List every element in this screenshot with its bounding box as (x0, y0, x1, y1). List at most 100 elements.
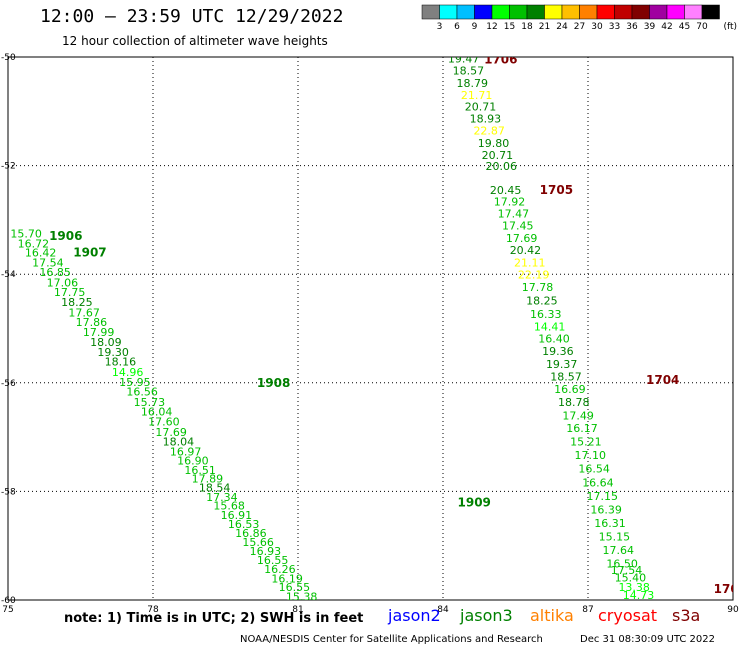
colorbar-swatch (439, 4, 458, 20)
wave-height-value: 19.36 (542, 345, 574, 358)
wave-height-value: 21.11 (514, 256, 546, 269)
pass-time-label: 1908 (257, 376, 290, 390)
wave-height-value: 17.69 (506, 232, 538, 245)
wave-height-value: 20.71 (482, 149, 513, 162)
wave-height-value: 19.37 (546, 358, 578, 371)
y-tick-label: -50 (1, 53, 16, 63)
colorbar-label: 45 (679, 22, 690, 32)
wave-height-value: 16.85 (39, 266, 71, 279)
wave-height-value: 17.75 (54, 286, 86, 299)
footer-timestamp: Dec 31 08:30:09 UTC 2022 (580, 634, 715, 645)
wave-height-value: 15.68 (213, 500, 245, 513)
colorbar-label: 27 (574, 22, 585, 32)
wave-height-value: 18.79 (457, 77, 489, 90)
colorbar-swatch (544, 4, 563, 20)
x-tick-label: 75 (2, 605, 13, 615)
wave-height-value: 18.09 (90, 336, 122, 349)
wave-height-value: 17.15 (587, 490, 619, 503)
colorbar-label: 6 (454, 22, 460, 32)
colorbar-label: 9 (472, 22, 478, 32)
satellite-label-jason3: jason3 (460, 606, 513, 625)
wave-height-value: 16.17 (566, 422, 598, 435)
wave-height-value: 15.66 (242, 536, 274, 549)
satellite-label-jason2: jason2 (388, 606, 441, 625)
wave-height-value: 17.89 (192, 472, 224, 485)
wave-height-value: 17.60 (148, 415, 180, 428)
wave-height-value: 16.26 (264, 563, 296, 576)
wave-height-value: 17.10 (574, 449, 606, 462)
wave-height-value: 18.25 (61, 296, 93, 309)
wave-height-value: 18.93 (470, 112, 502, 125)
wave-height-value: 16.51 (184, 464, 216, 477)
wave-height-value: 16.40 (538, 332, 570, 345)
wave-height-value: 17.47 (498, 207, 530, 220)
wave-height-value: 16.53 (228, 518, 260, 531)
wave-height-value: 17.54 (611, 564, 643, 577)
pass-time-label: 1706 (484, 53, 517, 67)
colorbar-label: 42 (661, 22, 672, 32)
pass-time-label: 1705 (540, 183, 573, 197)
wave-height-value: 16.93 (250, 545, 282, 558)
wave-height-value: 17.78 (522, 281, 554, 294)
wave-height-value: 15.38 (286, 590, 318, 603)
colorbar-label: 12 (486, 22, 497, 32)
pass-time-label: 1909 (458, 495, 491, 509)
footer-credit: NOAA/NESDIS Center for Satellite Applica… (240, 634, 543, 645)
footer-note: note: 1) Time is in UTC; 2) SWH is in fe… (64, 611, 364, 626)
colorbar-swatch (596, 4, 615, 20)
y-tick-label: -56 (1, 379, 16, 389)
wave-height-value: 16.39 (590, 503, 622, 516)
colorbar-swatch (456, 4, 475, 20)
y-tick-label: -52 (1, 162, 16, 172)
wave-height-value: 17.49 (562, 409, 594, 422)
wave-height-value: 16.55 (257, 554, 289, 567)
wave-height-value: 17.67 (68, 306, 100, 319)
x-tick-label: 84 (437, 605, 449, 615)
wave-height-value: 15.70 (10, 228, 42, 241)
pass-time-label: 1906 (49, 229, 82, 243)
colorbar-swatch (474, 4, 493, 20)
wave-height-value: 17.06 (47, 276, 79, 289)
wave-height-value: 18.25 (526, 294, 558, 307)
wave-height-value: 16.64 (582, 476, 614, 489)
wave-height-value: 16.19 (271, 572, 303, 585)
colorbar-swatch (509, 4, 528, 20)
colorbar-label: 21 (539, 22, 550, 32)
y-tick-label: -58 (1, 487, 16, 497)
x-tick-label: 78 (147, 605, 159, 615)
wave-height-value: 18.16 (105, 356, 136, 369)
wave-height-value: 18.57 (550, 370, 582, 383)
data-values-group: 19.4718.5718.7921.7120.7118.9322.8719.80… (10, 53, 733, 613)
wave-height-value: 14.96 (112, 366, 143, 379)
y-tick-label: -60 (1, 596, 16, 606)
wave-height-value: 19.80 (478, 137, 510, 150)
wave-height-value: 17.99 (83, 326, 115, 339)
wave-height-value: 18.78 (558, 396, 590, 409)
colorbar-label: 15 (504, 22, 515, 32)
wave-height-value: 16.72 (18, 237, 49, 250)
wave-height-value: 17.69 (155, 426, 187, 439)
pass-time-label: 1704 (646, 373, 679, 387)
wave-height-value: 17.34 (206, 491, 238, 504)
colorbar-swatch (614, 4, 633, 20)
wave-height-value: 14.41 (534, 320, 566, 333)
wave-height-value: 22.19 (518, 268, 550, 281)
wave-height-value: 20.42 (510, 244, 542, 257)
wave-height-value: 16.56 (126, 386, 157, 399)
wave-height-value: 16.55 (279, 581, 311, 594)
wave-height-value: 16.69 (554, 383, 586, 396)
wave-height-value: 19.30 (97, 346, 128, 359)
wave-height-value: 16.04 (141, 406, 173, 419)
colorbar-swatch (421, 4, 440, 20)
colorbar-label: 70 (696, 22, 708, 32)
colorbar-label: 33 (609, 22, 620, 32)
satellite-label-cryosat: cryosat (598, 606, 658, 625)
wave-height-value: 16.91 (221, 509, 253, 522)
wave-height-value: 16.42 (25, 247, 56, 260)
colorbar-swatch (649, 4, 668, 20)
colorbar-label: 24 (556, 22, 568, 32)
wave-height-value: 15.87 (293, 600, 325, 613)
x-tick-label: 90 (727, 605, 739, 615)
wave-height-value: 20.71 (465, 100, 497, 113)
